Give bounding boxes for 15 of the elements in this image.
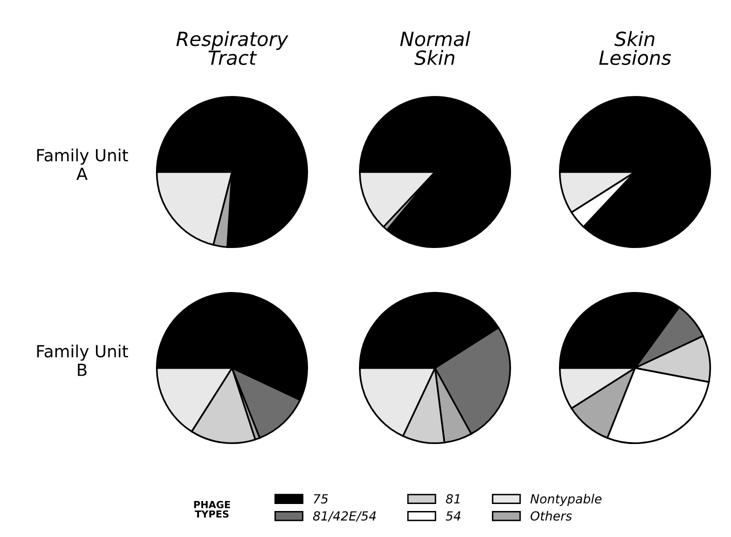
text: Family Unit B (37, 344, 128, 376)
chart-title: Respiratory Tract (176, 31, 288, 66)
legend-label: 81/42E/54 (313, 511, 376, 522)
legend-label: 54 (446, 511, 460, 521)
chart-title: Normal Skin (400, 31, 470, 66)
pie-slice (156, 96, 308, 248)
pie-slice (558, 96, 712, 248)
legend-label: Others (530, 510, 572, 521)
text: Family Unit A (37, 148, 128, 180)
pie-slice (358, 96, 512, 248)
legend-label: 81 (446, 494, 460, 504)
legend-title: PHAGE TYPES (194, 500, 230, 518)
chart-title: Skin Lesions (599, 31, 671, 66)
legend-label: Nontypable (530, 494, 602, 506)
legend-label: 75 (314, 494, 328, 504)
